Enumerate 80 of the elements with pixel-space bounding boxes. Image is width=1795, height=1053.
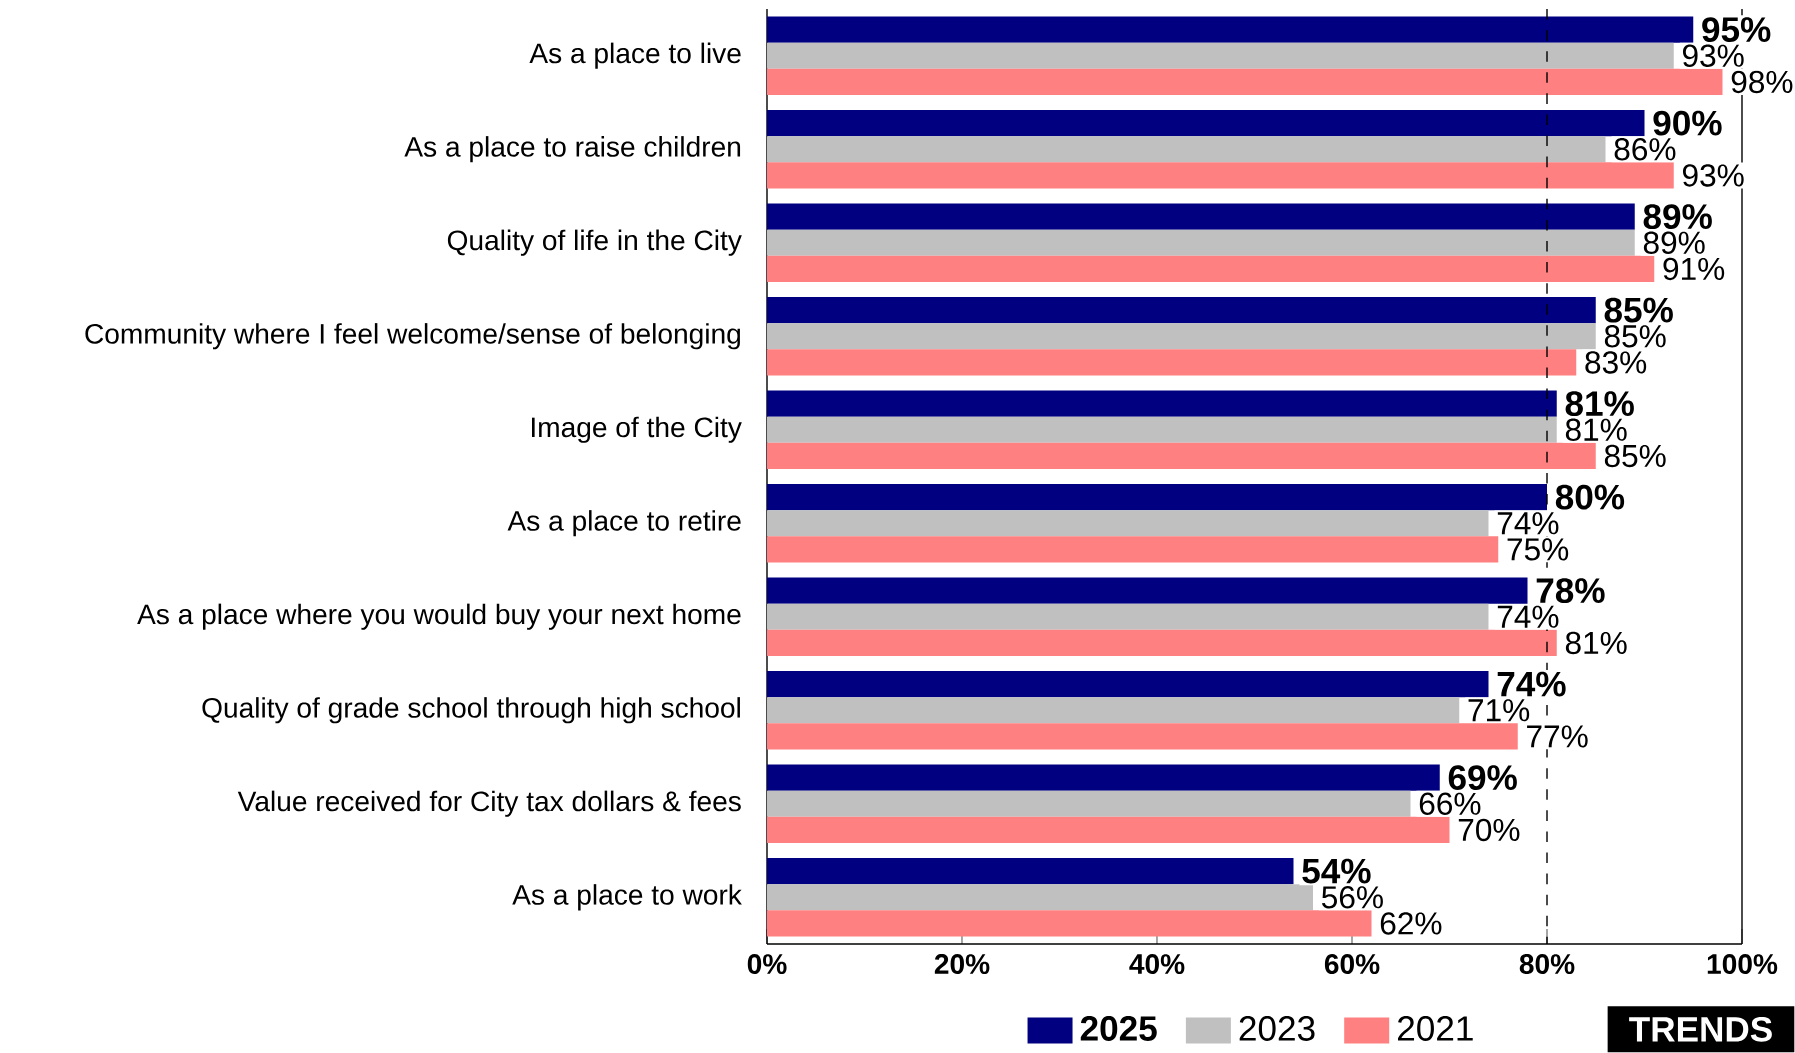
data-label: 80%: [1555, 484, 1625, 510]
bar: [767, 68, 1723, 96]
data-label: 89%: [1643, 204, 1712, 229]
bar: [767, 510, 1489, 537]
bar: [767, 229, 1635, 256]
bar: [767, 857, 1294, 885]
data-label: 77%: [1527, 725, 1588, 748]
y-tick-label: Image of the City: [531, 416, 742, 443]
data-label: 81%: [1565, 631, 1627, 655]
data-label: 85%: [1604, 297, 1673, 323]
x-tick-label: 60%: [1324, 954, 1380, 974]
legend-label: 2021: [1398, 1016, 1473, 1041]
data-label: 62%: [1380, 912, 1442, 935]
text: TRENDS: [1629, 1016, 1772, 1042]
x-tick-label: 100%: [1707, 954, 1778, 974]
y-tick-label: As a place where you would buy your next home: [137, 603, 741, 630]
x-tick-label: 0%: [747, 954, 787, 974]
data-label: 66%: [1419, 792, 1481, 815]
bar: [767, 816, 1450, 844]
data-label: 54%: [1302, 858, 1371, 884]
data-label: 95%: [1702, 17, 1771, 42]
bar: [767, 390, 1557, 417]
data-label: 71%: [1468, 699, 1530, 722]
data-label: 69%: [1448, 765, 1517, 791]
bar: [767, 884, 1313, 911]
data-label: 74%: [1497, 671, 1566, 697]
data-label: 74%: [1497, 512, 1559, 535]
bar: [767, 629, 1557, 657]
bar: [767, 442, 1596, 470]
bar: [767, 323, 1596, 350]
data-label: 93%: [1682, 44, 1744, 67]
bar: [767, 349, 1577, 376]
data-label: 70%: [1458, 818, 1520, 842]
data-label: 86%: [1614, 138, 1676, 161]
x-tick-label: 20%: [934, 954, 990, 974]
data-label: 89%: [1643, 231, 1705, 254]
bar: [767, 203, 1635, 230]
y-tick-label: As a place to live: [529, 42, 741, 69]
legend-label: 2023: [1239, 1016, 1315, 1041]
data-label: 75%: [1507, 538, 1569, 561]
y-tick-label: Value received for City tax dollars & fees: [237, 790, 741, 817]
bar: [767, 790, 1411, 817]
y-tick-label: Community where I feel welcome/sense of belonging: [85, 323, 741, 350]
bar: [767, 136, 1606, 163]
data-label: 74%: [1497, 605, 1559, 628]
bar: [767, 296, 1596, 324]
data-label: 90%: [1653, 110, 1722, 136]
bar: [767, 603, 1489, 630]
bar: [767, 577, 1528, 604]
bar: [767, 536, 1499, 563]
data-label: 78%: [1536, 578, 1605, 604]
bar: [767, 723, 1518, 750]
y-tick-label: As a place to raise children: [404, 136, 741, 163]
data-label: 56%: [1322, 886, 1383, 909]
bar: [767, 910, 1372, 937]
legend-label: 2025: [1080, 1016, 1157, 1041]
data-label: 81%: [1565, 391, 1634, 416]
y-tick-label: Quality of grade school through high school: [202, 697, 740, 724]
y-tick-label: As a place to work: [512, 884, 742, 911]
bar: [767, 764, 1440, 791]
data-label: 85%: [1604, 325, 1666, 348]
data-label: 93%: [1682, 164, 1744, 187]
bar: [767, 255, 1655, 283]
bar: [767, 16, 1694, 43]
data-label: 91%: [1663, 257, 1725, 281]
bar: [767, 162, 1674, 189]
y-tick-label: Quality of life in the City: [447, 229, 742, 256]
x-tick-label: 80%: [1519, 954, 1575, 974]
bar: [767, 483, 1548, 511]
bar: [767, 416, 1557, 443]
data-label: 85%: [1604, 444, 1666, 468]
bar: [767, 697, 1460, 724]
data-label: 81%: [1565, 418, 1627, 441]
x-tick-label: 40%: [1129, 954, 1185, 974]
data-label: 98%: [1731, 70, 1793, 94]
bar: [767, 42, 1674, 69]
y-tick-label: As a place to retire: [507, 510, 741, 537]
bar: [767, 670, 1489, 698]
bar: [767, 109, 1645, 137]
data-label: 83%: [1585, 351, 1647, 374]
